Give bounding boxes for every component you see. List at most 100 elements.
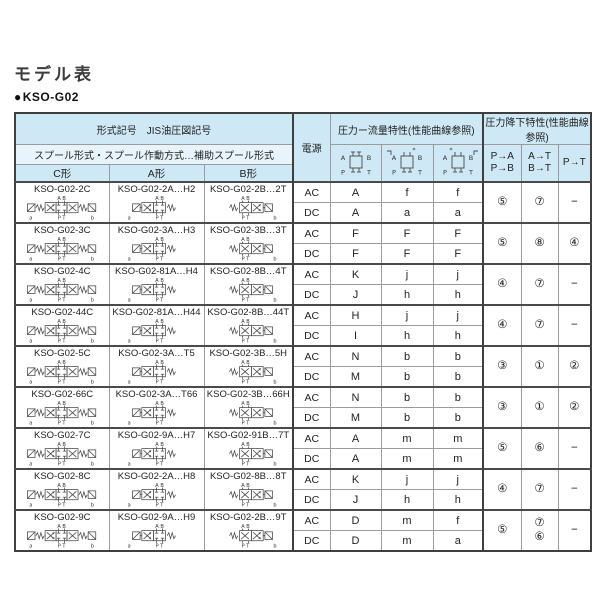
power-ac-cell: AC: [292, 509, 331, 531]
flow-symbol-variant3-icon: A B P T *: [432, 144, 484, 183]
flow-char-cell: F: [432, 222, 484, 244]
flow-char-cell: J: [329, 489, 382, 511]
flow-char-cell: f: [432, 509, 484, 531]
flow-char-cell: h: [380, 325, 434, 347]
svg-text:A B: A B: [58, 401, 67, 407]
svg-text:P T: P T: [155, 338, 164, 344]
svg-text:a: a: [29, 379, 32, 385]
svg-text:P T: P T: [242, 338, 251, 344]
svg-text:A B: A B: [155, 278, 164, 284]
flow-char-cell: j: [380, 468, 434, 490]
flow-char-cell: a: [432, 202, 484, 224]
svg-text:b: b: [274, 461, 277, 467]
power-dc-cell: DC: [292, 407, 331, 429]
bullet-icon: ●: [14, 90, 22, 104]
jis-valve-symbol-b-icon: A B P T b: [205, 523, 292, 550]
jis-valve-symbol-a-icon: A B a P T: [110, 195, 203, 222]
svg-text:a: a: [127, 338, 130, 344]
jis-valve-symbol-a-icon: A B a P T: [110, 482, 203, 509]
power-dc-cell: DC: [292, 325, 331, 347]
flow-char-cell: F: [329, 243, 382, 265]
svg-text:*: *: [413, 147, 416, 154]
svg-text:T: T: [417, 168, 422, 176]
flow-char-cell: M: [329, 366, 382, 388]
svg-text:A B: A B: [155, 483, 164, 489]
catalog-page: モデル表 ●KSO-G02 形式記号 JIS油圧図記号 電源 圧力ー流量特性(性…: [14, 65, 593, 552]
header-power: 電源: [292, 112, 331, 183]
svg-text:b: b: [274, 420, 277, 426]
model-cell-c-type: KSO-G02-7C A B a P T b: [14, 427, 110, 470]
svg-text:P: P: [443, 168, 447, 176]
svg-text:b: b: [274, 543, 277, 549]
page-title: モデル表: [14, 65, 94, 84]
drop-ref-at-bt: ①: [520, 345, 559, 388]
svg-text:A B: A B: [241, 401, 250, 407]
power-ac-cell: AC: [292, 345, 331, 367]
model-number: KSO-G02-2B…9T: [209, 512, 287, 523]
flow-char-cell: A: [329, 202, 382, 224]
flow-char-cell: m: [432, 448, 484, 470]
flow-char-cell: h: [432, 325, 484, 347]
svg-text:P T: P T: [155, 461, 164, 467]
table-subrow: DC A m m: [15, 448, 591, 470]
svg-text:A B: A B: [241, 237, 250, 243]
svg-text:a: a: [29, 502, 32, 508]
drop-ref-at-bt: ⑦: [520, 304, 559, 347]
svg-text:A B: A B: [155, 524, 164, 530]
svg-text:a: a: [29, 461, 32, 467]
model-number: KSO-G02-2B…2T: [209, 184, 287, 195]
flow-char-cell: H: [329, 304, 382, 326]
table-subrow: DC M b b: [15, 366, 591, 388]
model-number: KSO-G02-8B…44T: [207, 307, 290, 318]
svg-text:a: a: [29, 256, 32, 262]
svg-text:P T: P T: [58, 215, 67, 221]
flow-char-cell: m: [380, 530, 434, 552]
jis-valve-symbol-c-icon: A B a P T b: [16, 400, 108, 427]
model-number: KSO-G02-3B…66H: [206, 389, 290, 400]
model-number: KSO-G02-91B…7T: [207, 430, 290, 441]
header-drop-title: 圧力降下特性(性能曲線参照): [482, 112, 592, 145]
svg-text:P T: P T: [242, 297, 251, 303]
model-cell-c-type: KSO-G02-2C A B a P T b: [14, 181, 110, 224]
flow-char-cell: b: [380, 366, 434, 388]
jis-valve-symbol-a-icon: A B a P T: [110, 359, 203, 386]
series-name: KSO-G02: [22, 90, 79, 104]
jis-valve-symbol-b-icon: A B P T b: [205, 400, 292, 427]
flow-char-cell: f: [380, 181, 434, 203]
model-cell-a-type: KSO-G02-2A…H8 A B a P T: [108, 468, 205, 511]
header-col-c-type: C形: [14, 164, 110, 183]
jis-valve-symbol-a-icon: A B a P T: [110, 277, 203, 304]
drop-ref-at-bt: ⑦ ⑥: [520, 509, 559, 552]
jis-valve-symbol-c-icon: A B a P T b: [16, 236, 108, 263]
drop-ref-pt: −: [557, 181, 592, 224]
svg-text:A B: A B: [58, 360, 67, 366]
svg-text:a: a: [29, 215, 32, 221]
drop-ref-pa-pb: ④: [482, 263, 522, 306]
flow-char-cell: a: [432, 530, 484, 552]
flow-char-cell: K: [329, 468, 382, 490]
jis-valve-symbol-b-icon: A B P T b: [205, 277, 292, 304]
flow-char-cell: M: [329, 407, 382, 429]
svg-text:P T: P T: [58, 338, 67, 344]
drop-ref-pa-pb: ⑤: [482, 427, 522, 470]
svg-text:a: a: [127, 502, 130, 508]
series-subtitle: ●KSO-G02: [14, 90, 590, 104]
jis-valve-symbol-a-icon: A B a P T: [110, 318, 203, 345]
table-body: KSO-G02-2C A B a P T b KSO-G02-2A…H2 A B a P …: [14, 181, 592, 552]
svg-text:A: A: [443, 154, 448, 162]
flow-char-cell: f: [432, 181, 484, 203]
model-cell-a-type: KSO-G02-9A…H9 A B a P T: [108, 509, 205, 552]
model-cell-b-type: KSO-G02-91B…7T A B P T b: [203, 427, 294, 470]
drop-ref-pt: −: [557, 263, 592, 306]
svg-text:b: b: [91, 379, 94, 385]
header-row-sub: スプール形式・スプール作動方式…補助スプール形式 A B P T A B P T * A B P T…: [14, 144, 592, 183]
model-number: KSO-G02-81A…H44: [112, 307, 201, 318]
model-number: KSO-G02-3A…H3: [117, 225, 196, 236]
flow-char-cell: h: [380, 489, 434, 511]
svg-text:P T: P T: [58, 461, 67, 467]
power-dc-cell: DC: [292, 202, 331, 224]
jis-valve-symbol-a-icon: A B a P T: [110, 441, 203, 468]
power-dc-cell: DC: [292, 366, 331, 388]
svg-text:P T: P T: [242, 543, 251, 549]
model-number: KSO-G02-7C: [34, 430, 91, 441]
